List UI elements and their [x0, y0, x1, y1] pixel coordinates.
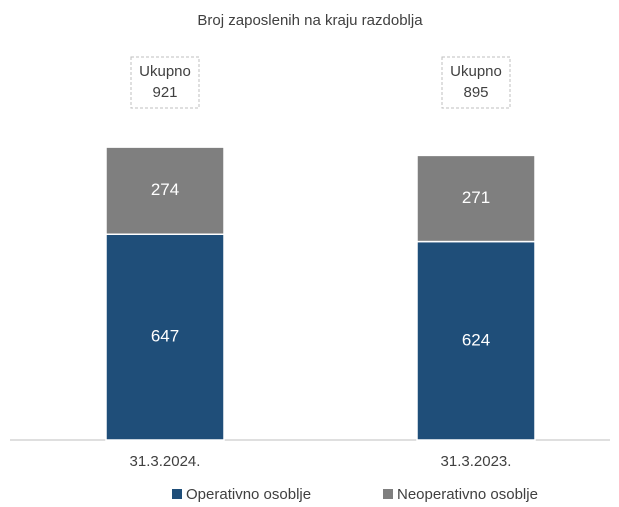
- x-tick-label: 31.3.2023.: [441, 453, 512, 470]
- legend-label: Operativno osoblje: [186, 486, 311, 503]
- total-value: 921: [152, 84, 177, 101]
- legend-swatch: [383, 489, 393, 499]
- bar-segment: [416, 154, 536, 243]
- total-label: Ukupno: [450, 63, 502, 80]
- total-label: Ukupno: [139, 63, 191, 80]
- x-tick-label: 31.3.2024.: [130, 453, 201, 470]
- bar-segment: [105, 233, 225, 441]
- bar-segment: [416, 240, 536, 441]
- value-label: 647: [151, 327, 179, 346]
- value-label: 274: [151, 180, 179, 199]
- value-label: 271: [462, 188, 490, 207]
- legend-label: Neoperativno osoblje: [397, 486, 538, 503]
- chart-title: Broj zaposlenih na kraju razdoblja: [197, 12, 423, 29]
- bar-segment: [105, 146, 225, 236]
- legend-swatch: [172, 489, 182, 499]
- total-box: [441, 56, 511, 109]
- total-box: [130, 56, 200, 109]
- total-value: 895: [463, 84, 488, 101]
- value-label: 624: [462, 330, 490, 349]
